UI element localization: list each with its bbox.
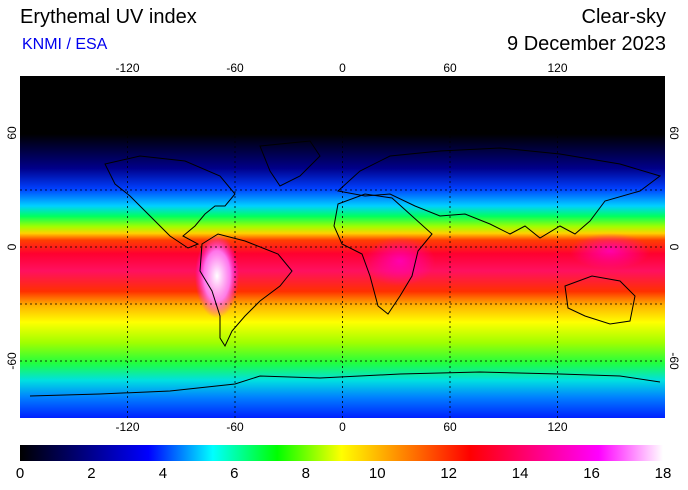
- colorbar-tick-label: 4: [158, 465, 168, 482]
- colorbar-tick-label: 8: [301, 465, 310, 482]
- lat-tick-right: 60: [667, 126, 681, 140]
- lon-tick-top: -60: [226, 61, 244, 75]
- colorbar-tick-label: 0: [15, 465, 25, 482]
- graticule: [20, 76, 665, 418]
- lon-tick-bottom: -120: [115, 420, 140, 434]
- coast-south-america: [199, 233, 293, 348]
- uv-index-map: [20, 76, 665, 418]
- coast-greenland: [259, 140, 321, 187]
- colorbar-tick-label: 18: [654, 465, 672, 482]
- lon-tick-top: -120: [115, 61, 140, 75]
- colorbar-tick-label: 12: [440, 465, 457, 482]
- pacific-high-uv-patch: [570, 233, 650, 269]
- colorbar-tick-label: 16: [583, 465, 600, 482]
- lat-tick-right: 0: [667, 243, 681, 251]
- map-title: Erythemal UV index: [20, 6, 197, 28]
- lon-tick-bottom: 0: [339, 420, 346, 434]
- africa-high-uv-patch: [365, 236, 435, 286]
- lat-tick-left: -60: [5, 352, 19, 370]
- coast-africa: [333, 193, 433, 315]
- lat-tick-left: 0: [5, 243, 19, 251]
- lon-tick-bottom: 120: [547, 420, 568, 434]
- colorbar-tick-label: 2: [87, 465, 96, 482]
- lat-tick-left: 60: [5, 126, 19, 140]
- date-label: 9 December 2023: [507, 33, 666, 55]
- credit-label: KNMI / ESA: [22, 36, 108, 53]
- lon-tick-top: 120: [547, 61, 568, 75]
- lon-tick-top: 0: [339, 61, 346, 75]
- sky-condition-label: Clear-sky: [581, 6, 666, 28]
- coast-australia: [564, 275, 636, 325]
- coastlines: [29, 140, 662, 397]
- andes-high-uv-patch: [195, 234, 239, 318]
- uv-colorbar: [20, 445, 663, 461]
- colorbar-gradient: [20, 445, 663, 461]
- coast-eurasia: [336, 147, 662, 239]
- colorbar-tick-label: 14: [511, 465, 529, 482]
- lon-tick-bottom: 60: [443, 420, 457, 434]
- colorbar-tick-label: 6: [230, 465, 239, 482]
- coast-antarctica: [29, 371, 661, 397]
- coast-north-america: [104, 155, 236, 249]
- lon-tick-bottom: -60: [226, 420, 244, 434]
- lon-tick-top: 60: [443, 61, 457, 75]
- colorbar-tick-label: 10: [368, 465, 386, 482]
- lat-tick-right: -60: [667, 352, 681, 370]
